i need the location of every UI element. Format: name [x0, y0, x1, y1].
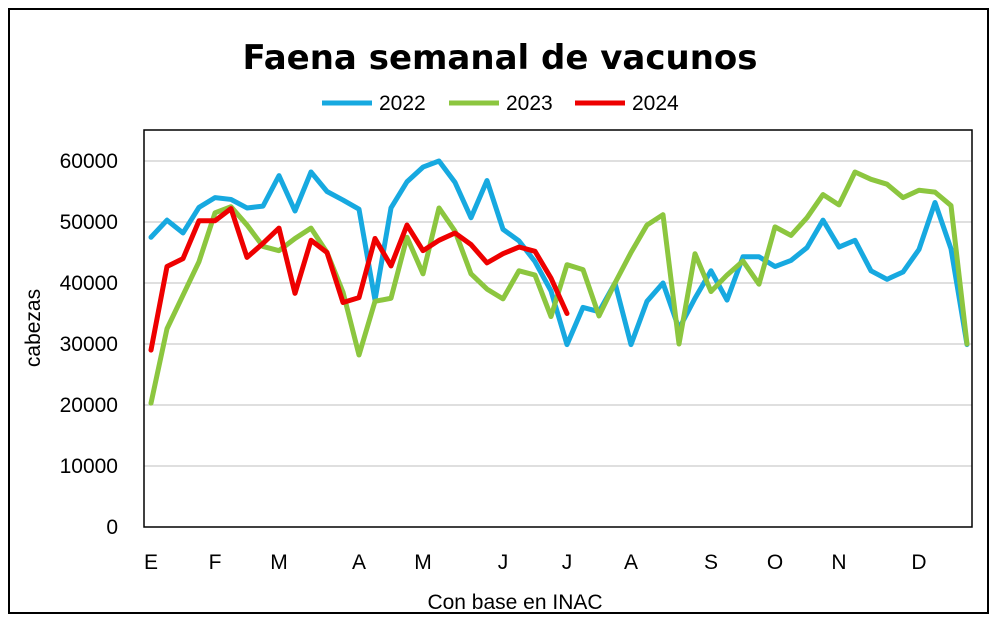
y-tick-label: 10000: [60, 455, 118, 478]
gridlines: [144, 160, 972, 467]
y-axis-label: cabezas: [22, 289, 45, 367]
x-tick-label: D: [911, 551, 926, 574]
x-tick-label: O: [767, 551, 783, 574]
x-tick-label: A: [352, 551, 366, 574]
y-tick-label: 60000: [60, 150, 118, 173]
x-tick-label: J: [498, 551, 509, 574]
series-lines: [148, 158, 970, 406]
x-tick-label: F: [209, 551, 222, 574]
legend-label: 2023: [506, 92, 553, 115]
chart-title: Faena semanal de vacunos: [242, 38, 757, 78]
chart-frame: [8, 8, 989, 614]
x-tick-label: N: [831, 551, 846, 574]
x-tick-label: M: [414, 551, 432, 574]
y-tick-label: 30000: [60, 333, 118, 356]
legend-label: 2022: [379, 92, 426, 115]
legend-label: 2024: [632, 92, 679, 115]
x-tick-label: M: [270, 551, 288, 574]
y-tick-label: 40000: [60, 272, 118, 295]
x-tick-label: E: [144, 551, 158, 574]
x-axis-label: Con base en INAC: [427, 591, 602, 614]
legend: 2022 2023 2024: [322, 92, 679, 115]
x-tick-label: S: [704, 551, 718, 574]
y-tick-label: 20000: [60, 394, 118, 417]
plot-area: [143, 129, 973, 528]
x-tick-label: J: [562, 551, 573, 574]
series-line-2023: [148, 169, 970, 406]
series-line-2022: [148, 158, 970, 348]
y-tick-label: 50000: [60, 211, 118, 234]
y-axis-ticks: 0 10000 20000 30000 40000 50000 60000: [60, 150, 118, 539]
x-tick-label: A: [624, 551, 638, 574]
y-tick-label: 0: [106, 516, 118, 539]
